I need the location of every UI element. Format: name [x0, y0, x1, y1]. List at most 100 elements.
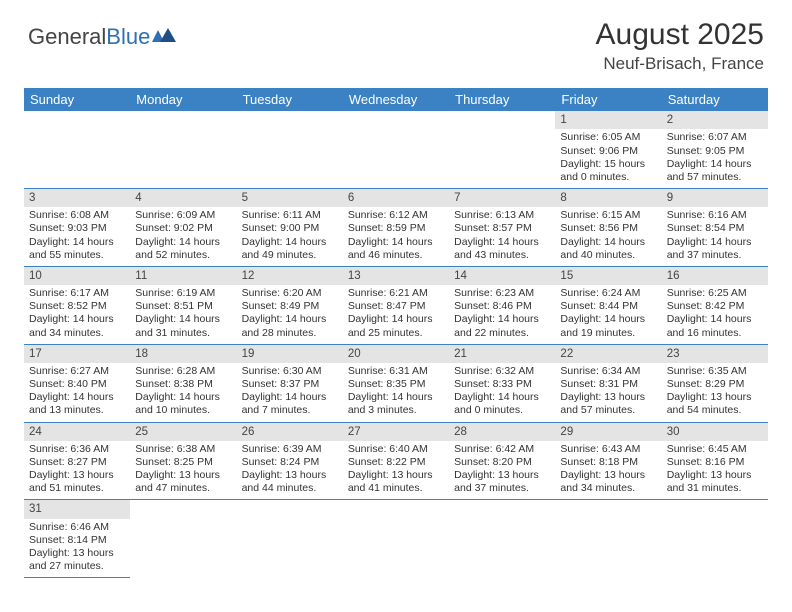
calendar-cell: 22Sunrise: 6:34 AMSunset: 8:31 PMDayligh… — [555, 345, 661, 423]
daylight-text: Daylight: 13 hours and 27 minutes. — [29, 547, 125, 573]
day-info: Sunrise: 6:46 AMSunset: 8:14 PMDaylight:… — [29, 521, 125, 574]
weekday-header: SundayMondayTuesdayWednesdayThursdayFrid… — [24, 88, 768, 111]
month-title: August 2025 — [596, 18, 764, 52]
calendar-cell: 11Sunrise: 6:19 AMSunset: 8:51 PMDayligh… — [130, 267, 236, 345]
calendar-cell: 1Sunrise: 6:05 AMSunset: 9:06 PMDaylight… — [555, 111, 661, 189]
calendar-cell: 6Sunrise: 6:12 AMSunset: 8:59 PMDaylight… — [343, 189, 449, 267]
day-number: 1 — [555, 111, 661, 129]
sunset-text: Sunset: 8:31 PM — [560, 378, 656, 391]
sunset-text: Sunset: 9:05 PM — [667, 145, 763, 158]
sunrise-text: Sunrise: 6:28 AM — [135, 365, 231, 378]
calendar-cell: 7Sunrise: 6:13 AMSunset: 8:57 PMDaylight… — [449, 189, 555, 267]
daylight-text: Daylight: 15 hours and 0 minutes. — [560, 158, 656, 184]
day-number: 15 — [555, 267, 661, 285]
weekday-tuesday: Tuesday — [237, 88, 343, 111]
daylight-text: Daylight: 13 hours and 47 minutes. — [135, 469, 231, 495]
calendar-cell: 16Sunrise: 6:25 AMSunset: 8:42 PMDayligh… — [662, 267, 768, 345]
sunrise-text: Sunrise: 6:32 AM — [454, 365, 550, 378]
sunset-text: Sunset: 9:00 PM — [242, 222, 338, 235]
day-info: Sunrise: 6:12 AMSunset: 8:59 PMDaylight:… — [348, 209, 444, 262]
calendar-cell: 26 Sunrise: 6:39 AMSunset: 8:24 PMDayligh… — [237, 423, 343, 501]
daylight-text: Daylight: 14 hours and 31 minutes. — [135, 313, 231, 339]
day-number: 9 — [662, 189, 768, 207]
day-info: Sunrise: 6:38 AMSunset: 8:25 PMDaylight:… — [135, 443, 231, 496]
logo: GeneralBlue — [28, 24, 178, 50]
calendar-cell — [343, 111, 449, 189]
daylight-text: Daylight: 14 hours and 19 minutes. — [560, 313, 656, 339]
sunset-text: Sunset: 8:37 PM — [242, 378, 338, 391]
sunset-text: Sunset: 8:22 PM — [348, 456, 444, 469]
daylight-text: Daylight: 13 hours and 57 minutes. — [560, 391, 656, 417]
sunset-text: Sunset: 8:49 PM — [242, 300, 338, 313]
daylight-text: Daylight: 14 hours and 40 minutes. — [560, 236, 656, 262]
day-info: Sunrise: 6:45 AMSunset: 8:16 PMDaylight:… — [667, 443, 763, 496]
day-info: Sunrise: 6:28 AMSunset: 8:38 PMDaylight:… — [135, 365, 231, 418]
calendar-cell: 3 Sunrise: 6:08 AMSunset: 9:03 PMDaylight… — [24, 189, 130, 267]
day-number: 17 — [24, 345, 130, 363]
day-info: Sunrise: 6:21 AMSunset: 8:47 PMDaylight:… — [348, 287, 444, 340]
sunrise-text: Sunrise: 6:09 AM — [135, 209, 231, 222]
sunrise-text: Sunrise: 6:35 AM — [667, 365, 763, 378]
calendar-cell: 27Sunrise: 6:40 AMSunset: 8:22 PMDayligh… — [343, 423, 449, 501]
day-number: 28 — [449, 423, 555, 441]
daylight-text: Daylight: 13 hours and 31 minutes. — [667, 469, 763, 495]
day-info: Sunrise: 6:27 AMSunset: 8:40 PMDaylight:… — [29, 365, 125, 418]
daylight-text: Daylight: 13 hours and 44 minutes. — [242, 469, 338, 495]
day-info: Sunrise: 6:43 AMSunset: 8:18 PMDaylight:… — [560, 443, 656, 496]
day-info: Sunrise: 6:07 AMSunset: 9:05 PMDaylight:… — [667, 131, 763, 184]
calendar-cell: 20Sunrise: 6:31 AMSunset: 8:35 PMDayligh… — [343, 345, 449, 423]
sunset-text: Sunset: 8:52 PM — [29, 300, 125, 313]
header: GeneralBlue August 2025 Neuf-Brisach, Fr… — [0, 0, 792, 82]
day-info: Sunrise: 6:39 AMSunset: 8:24 PMDaylight:… — [242, 443, 338, 496]
sunset-text: Sunset: 8:25 PM — [135, 456, 231, 469]
sunset-text: Sunset: 8:42 PM — [667, 300, 763, 313]
calendar-cell: 29Sunrise: 6:43 AMSunset: 8:18 PMDayligh… — [555, 423, 661, 501]
daylight-text: Daylight: 14 hours and 10 minutes. — [135, 391, 231, 417]
calendar-cell: 21Sunrise: 6:32 AMSunset: 8:33 PMDayligh… — [449, 345, 555, 423]
day-number: 7 — [449, 189, 555, 207]
daylight-text: Daylight: 14 hours and 43 minutes. — [454, 236, 550, 262]
sunset-text: Sunset: 9:06 PM — [560, 145, 656, 158]
day-info: Sunrise: 6:23 AMSunset: 8:46 PMDaylight:… — [454, 287, 550, 340]
calendar-cell: 8 Sunrise: 6:15 AMSunset: 8:56 PMDaylight… — [555, 189, 661, 267]
logo-text-1: General — [28, 24, 106, 50]
day-info: Sunrise: 6:35 AMSunset: 8:29 PMDaylight:… — [667, 365, 763, 418]
sunset-text: Sunset: 8:56 PM — [560, 222, 656, 235]
daylight-text: Daylight: 13 hours and 34 minutes. — [560, 469, 656, 495]
sunrise-text: Sunrise: 6:16 AM — [667, 209, 763, 222]
calendar-cell: 24Sunrise: 6:36 AMSunset: 8:27 PMDayligh… — [24, 423, 130, 501]
sunrise-text: Sunrise: 6:39 AM — [242, 443, 338, 456]
day-info: Sunrise: 6:24 AMSunset: 8:44 PMDaylight:… — [560, 287, 656, 340]
day-number: 30 — [662, 423, 768, 441]
day-info: Sunrise: 6:20 AMSunset: 8:49 PMDaylight:… — [242, 287, 338, 340]
daylight-text: Daylight: 14 hours and 57 minutes. — [667, 158, 763, 184]
calendar-cell — [343, 500, 449, 578]
calendar-cell — [662, 500, 768, 578]
daylight-text: Daylight: 13 hours and 41 minutes. — [348, 469, 444, 495]
calendar-cell: 2 Sunrise: 6:07 AMSunset: 9:05 PMDaylight… — [662, 111, 768, 189]
sunrise-text: Sunrise: 6:40 AM — [348, 443, 444, 456]
sunrise-text: Sunrise: 6:27 AM — [29, 365, 125, 378]
sunrise-text: Sunrise: 6:15 AM — [560, 209, 656, 222]
sunrise-text: Sunrise: 6:07 AM — [667, 131, 763, 144]
sunrise-text: Sunrise: 6:12 AM — [348, 209, 444, 222]
day-number: 4 — [130, 189, 236, 207]
day-info: Sunrise: 6:42 AMSunset: 8:20 PMDaylight:… — [454, 443, 550, 496]
calendar-cell: 10Sunrise: 6:17 AMSunset: 8:52 PMDayligh… — [24, 267, 130, 345]
sunrise-text: Sunrise: 6:46 AM — [29, 521, 125, 534]
day-number: 26 — [237, 423, 343, 441]
day-info: Sunrise: 6:08 AMSunset: 9:03 PMDaylight:… — [29, 209, 125, 262]
day-number: 8 — [555, 189, 661, 207]
sunset-text: Sunset: 8:59 PM — [348, 222, 444, 235]
day-number: 19 — [237, 345, 343, 363]
sunrise-text: Sunrise: 6:45 AM — [667, 443, 763, 456]
daylight-text: Daylight: 14 hours and 0 minutes. — [454, 391, 550, 417]
calendar-cell — [130, 111, 236, 189]
daylight-text: Daylight: 13 hours and 51 minutes. — [29, 469, 125, 495]
sunset-text: Sunset: 8:57 PM — [454, 222, 550, 235]
day-number: 2 — [662, 111, 768, 129]
day-number: 3 — [24, 189, 130, 207]
calendar-cell: 28 Sunrise: 6:42 AMSunset: 8:20 PMDayligh… — [449, 423, 555, 501]
day-info: Sunrise: 6:09 AMSunset: 9:02 PMDaylight:… — [135, 209, 231, 262]
daylight-text: Daylight: 14 hours and 13 minutes. — [29, 391, 125, 417]
